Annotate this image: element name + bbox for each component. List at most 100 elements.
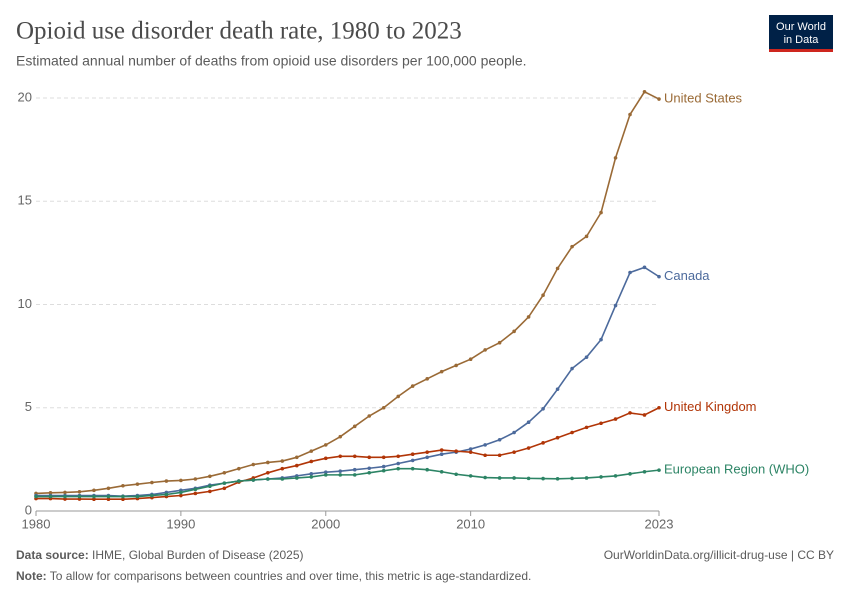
data-point <box>63 490 67 495</box>
data-point <box>367 466 372 471</box>
logo-text[interactable]: Our World <box>776 21 826 33</box>
data-point <box>468 447 473 451</box>
data-point <box>135 494 140 499</box>
data-point <box>483 453 487 458</box>
logo-box[interactable] <box>769 15 833 52</box>
data-point <box>323 470 328 474</box>
data-point <box>483 443 487 447</box>
data-point <box>193 491 198 496</box>
data-point <box>34 494 38 499</box>
data-point <box>367 455 372 460</box>
data-point <box>193 487 198 492</box>
data-point <box>77 494 82 499</box>
data-point <box>121 494 125 499</box>
data-point <box>396 394 401 399</box>
x-tick-label: 2000 <box>311 516 340 531</box>
data-point <box>454 472 458 477</box>
data-point <box>541 441 545 445</box>
data-point <box>468 474 473 478</box>
data-point <box>555 435 560 440</box>
data-point <box>599 337 603 342</box>
data-point <box>570 366 574 371</box>
data-point <box>512 430 516 435</box>
data-point <box>497 453 502 458</box>
data-point <box>367 470 372 475</box>
source-label: Data source: <box>16 548 89 562</box>
data-point <box>121 497 125 502</box>
data-point <box>237 479 241 483</box>
data-point <box>425 450 429 454</box>
data-point <box>439 452 444 457</box>
data-point <box>150 480 154 485</box>
data-point <box>555 266 560 271</box>
data-point <box>628 270 632 275</box>
note: Note: To allow for comparisons between c… <box>16 569 531 583</box>
data-point <box>526 420 531 425</box>
data-point <box>352 473 357 477</box>
note-label: Note: <box>16 569 47 583</box>
data-point <box>323 473 328 477</box>
data-point <box>526 446 531 450</box>
x-tick-label: 2010 <box>456 516 485 531</box>
data-point <box>208 484 212 489</box>
data-point <box>454 363 458 368</box>
data-point <box>541 476 545 481</box>
data-point <box>294 455 299 460</box>
data-point <box>512 329 516 334</box>
data-point <box>338 454 343 459</box>
data-point <box>396 461 401 466</box>
data-point <box>352 424 357 429</box>
data-point <box>48 494 53 499</box>
data-point <box>77 489 82 494</box>
data-point <box>338 473 343 477</box>
data-point <box>266 477 270 481</box>
data-point <box>468 450 473 454</box>
data-point <box>642 469 647 474</box>
data-point <box>381 455 386 460</box>
data-point <box>526 476 531 481</box>
data-point <box>628 411 632 415</box>
data-point <box>584 234 589 239</box>
data-point <box>439 369 444 374</box>
data-point <box>63 497 67 501</box>
data-point <box>555 476 560 481</box>
data-point <box>280 477 285 481</box>
y-tick-label: 15 <box>18 193 32 208</box>
data-point <box>425 455 429 460</box>
data-point <box>410 384 415 388</box>
data-point <box>367 414 372 418</box>
data-point <box>410 458 415 463</box>
data-point <box>222 470 227 475</box>
chart-subtitle: Estimated annual number of deaths from o… <box>16 53 527 69</box>
data-point <box>323 456 328 461</box>
data-point <box>294 463 299 468</box>
x-tick-label: 2023 <box>645 516 674 531</box>
data-point <box>613 303 618 308</box>
data-point <box>309 449 314 453</box>
data-point <box>106 494 111 499</box>
data-point <box>439 469 444 474</box>
data-point <box>251 478 256 482</box>
data-point <box>570 430 574 435</box>
data-point <box>628 472 632 476</box>
series-line <box>36 266 660 497</box>
data-point <box>439 448 444 452</box>
series-line <box>35 90 660 495</box>
y-tick-label: 0 <box>25 502 32 517</box>
url[interactable]: OurWorldinData.org/illicit-drug-use | CC… <box>604 548 834 562</box>
data-point <box>512 450 516 454</box>
data-point <box>468 357 473 362</box>
data-point <box>483 348 487 352</box>
data-point <box>584 355 589 359</box>
y-tick-label: 10 <box>18 296 32 311</box>
series-label: United States <box>664 90 743 105</box>
data-point <box>425 377 429 381</box>
data-point <box>657 468 661 472</box>
data-point <box>309 475 314 479</box>
data-point <box>642 265 647 270</box>
data-point <box>584 476 589 480</box>
note-text: To allow for comparisons between countri… <box>50 569 532 583</box>
logo-text[interactable]: in Data <box>784 34 820 46</box>
data-point <box>135 482 140 486</box>
data-point <box>657 405 661 410</box>
